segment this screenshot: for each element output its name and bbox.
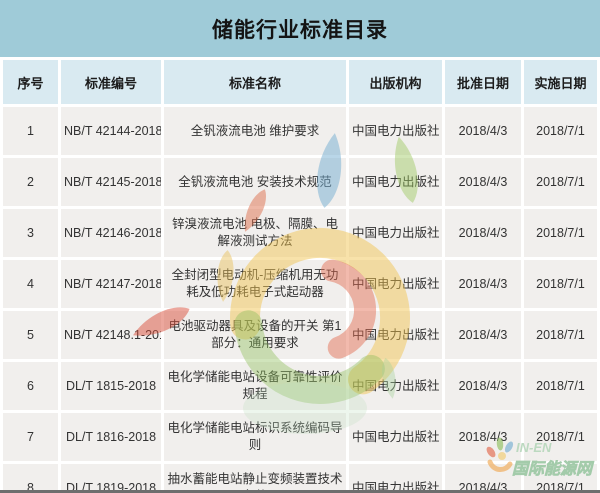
cell-effective: 2018/7/1 — [524, 464, 597, 490]
cell-name: 全封闭型电动机-压缩机用无功耗及低功耗电子式起动器 — [164, 260, 346, 308]
cell-name: 电化学储能电站设备可靠性评价规程 — [164, 362, 346, 410]
cell-code: DL/T 1815-2018 — [61, 362, 161, 410]
cell-code: NB/T 42145-2018 — [61, 158, 161, 206]
cell-publisher: 中国电力出版社 — [349, 413, 442, 461]
col-header-serial: 序号 — [3, 60, 58, 104]
cell-effective: 2018/7/1 — [524, 158, 597, 206]
cell-serial: 3 — [3, 209, 58, 257]
cell-name: 全钒液流电池 维护要求 — [164, 107, 346, 155]
cell-approved: 2018/4/3 — [445, 158, 521, 206]
cell-approved: 2018/4/3 — [445, 209, 521, 257]
cell-approved: 2018/4/3 — [445, 413, 521, 461]
table-header-row: 序号 标准编号 标准名称 出版机构 批准日期 实施日期 — [3, 60, 597, 104]
cell-serial: 1 — [3, 107, 58, 155]
table-row: 3 NB/T 42146-2018 锌溴液流电池 电极、隔膜、电解液测试方法 中… — [3, 209, 597, 257]
col-header-code: 标准编号 — [61, 60, 161, 104]
cell-serial: 2 — [3, 158, 58, 206]
cell-code: NB/T 42146-2018 — [61, 209, 161, 257]
table-row: 4 NB/T 42147-2018 全封闭型电动机-压缩机用无功耗及低功耗电子式… — [3, 260, 597, 308]
table-row: 7 DL/T 1816-2018 电化学储能电站标识系统编码导则 中国电力出版社… — [3, 413, 597, 461]
cell-publisher: 中国电力出版社 — [349, 209, 442, 257]
cell-code: DL/T 1819-2018 — [61, 464, 161, 490]
cell-effective: 2018/7/1 — [524, 260, 597, 308]
cell-code: NB/T 42148.1-2018 — [61, 311, 161, 359]
cell-publisher: 中国电力出版社 — [349, 362, 442, 410]
cell-name: 抽水蓄能电站静止变频装置技术条件 — [164, 464, 346, 490]
cell-name: 全钒液流电池 安装技术规范 — [164, 158, 346, 206]
cell-code: NB/T 42147-2018 — [61, 260, 161, 308]
cell-effective: 2018/7/1 — [524, 362, 597, 410]
cell-serial: 8 — [3, 464, 58, 490]
page-title: 储能行业标准目录 — [0, 0, 600, 57]
col-header-publisher: 出版机构 — [349, 60, 442, 104]
cell-publisher: 中国电力出版社 — [349, 260, 442, 308]
cell-name: 电池驱动器具及设备的开关 第1部分：通用要求 — [164, 311, 346, 359]
cell-code: NB/T 42144-2018 — [61, 107, 161, 155]
table-row: 8 DL/T 1819-2018 抽水蓄能电站静止变频装置技术条件 中国电力出版… — [3, 464, 597, 490]
cell-publisher: 中国电力出版社 — [349, 158, 442, 206]
cell-code: DL/T 1816-2018 — [61, 413, 161, 461]
col-header-effective: 实施日期 — [524, 60, 597, 104]
cell-effective: 2018/7/1 — [524, 209, 597, 257]
cell-approved: 2018/4/3 — [445, 362, 521, 410]
cell-serial: 6 — [3, 362, 58, 410]
cell-effective: 2018/7/1 — [524, 107, 597, 155]
cell-publisher: 中国电力出版社 — [349, 311, 442, 359]
cell-approved: 2018/4/3 — [445, 311, 521, 359]
cell-effective: 2018/7/1 — [524, 413, 597, 461]
cell-name: 电化学储能电站标识系统编码导则 — [164, 413, 346, 461]
standards-table: 序号 标准编号 标准名称 出版机构 批准日期 实施日期 1 NB/T 42144… — [0, 57, 600, 490]
col-header-name: 标准名称 — [164, 60, 346, 104]
cell-approved: 2018/4/3 — [445, 107, 521, 155]
col-header-approved: 批准日期 — [445, 60, 521, 104]
cell-effective: 2018/7/1 — [524, 311, 597, 359]
table-body: 1 NB/T 42144-2018 全钒液流电池 维护要求 中国电力出版社 20… — [3, 107, 597, 490]
table-row: 1 NB/T 42144-2018 全钒液流电池 维护要求 中国电力出版社 20… — [3, 107, 597, 155]
cell-serial: 4 — [3, 260, 58, 308]
cell-serial: 7 — [3, 413, 58, 461]
cell-approved: 2018/4/3 — [445, 260, 521, 308]
table-header: 序号 标准编号 标准名称 出版机构 批准日期 实施日期 — [3, 60, 597, 104]
cell-name: 锌溴液流电池 电极、隔膜、电解液测试方法 — [164, 209, 346, 257]
table-row: 2 NB/T 42145-2018 全钒液流电池 安装技术规范 中国电力出版社 … — [3, 158, 597, 206]
cell-approved: 2018/4/3 — [445, 464, 521, 490]
cell-serial: 5 — [3, 311, 58, 359]
cell-publisher: 中国电力出版社 — [349, 464, 442, 490]
cell-publisher: 中国电力出版社 — [349, 107, 442, 155]
table-row: 6 DL/T 1815-2018 电化学储能电站设备可靠性评价规程 中国电力出版… — [3, 362, 597, 410]
table-row: 5 NB/T 42148.1-2018 电池驱动器具及设备的开关 第1部分：通用… — [3, 311, 597, 359]
